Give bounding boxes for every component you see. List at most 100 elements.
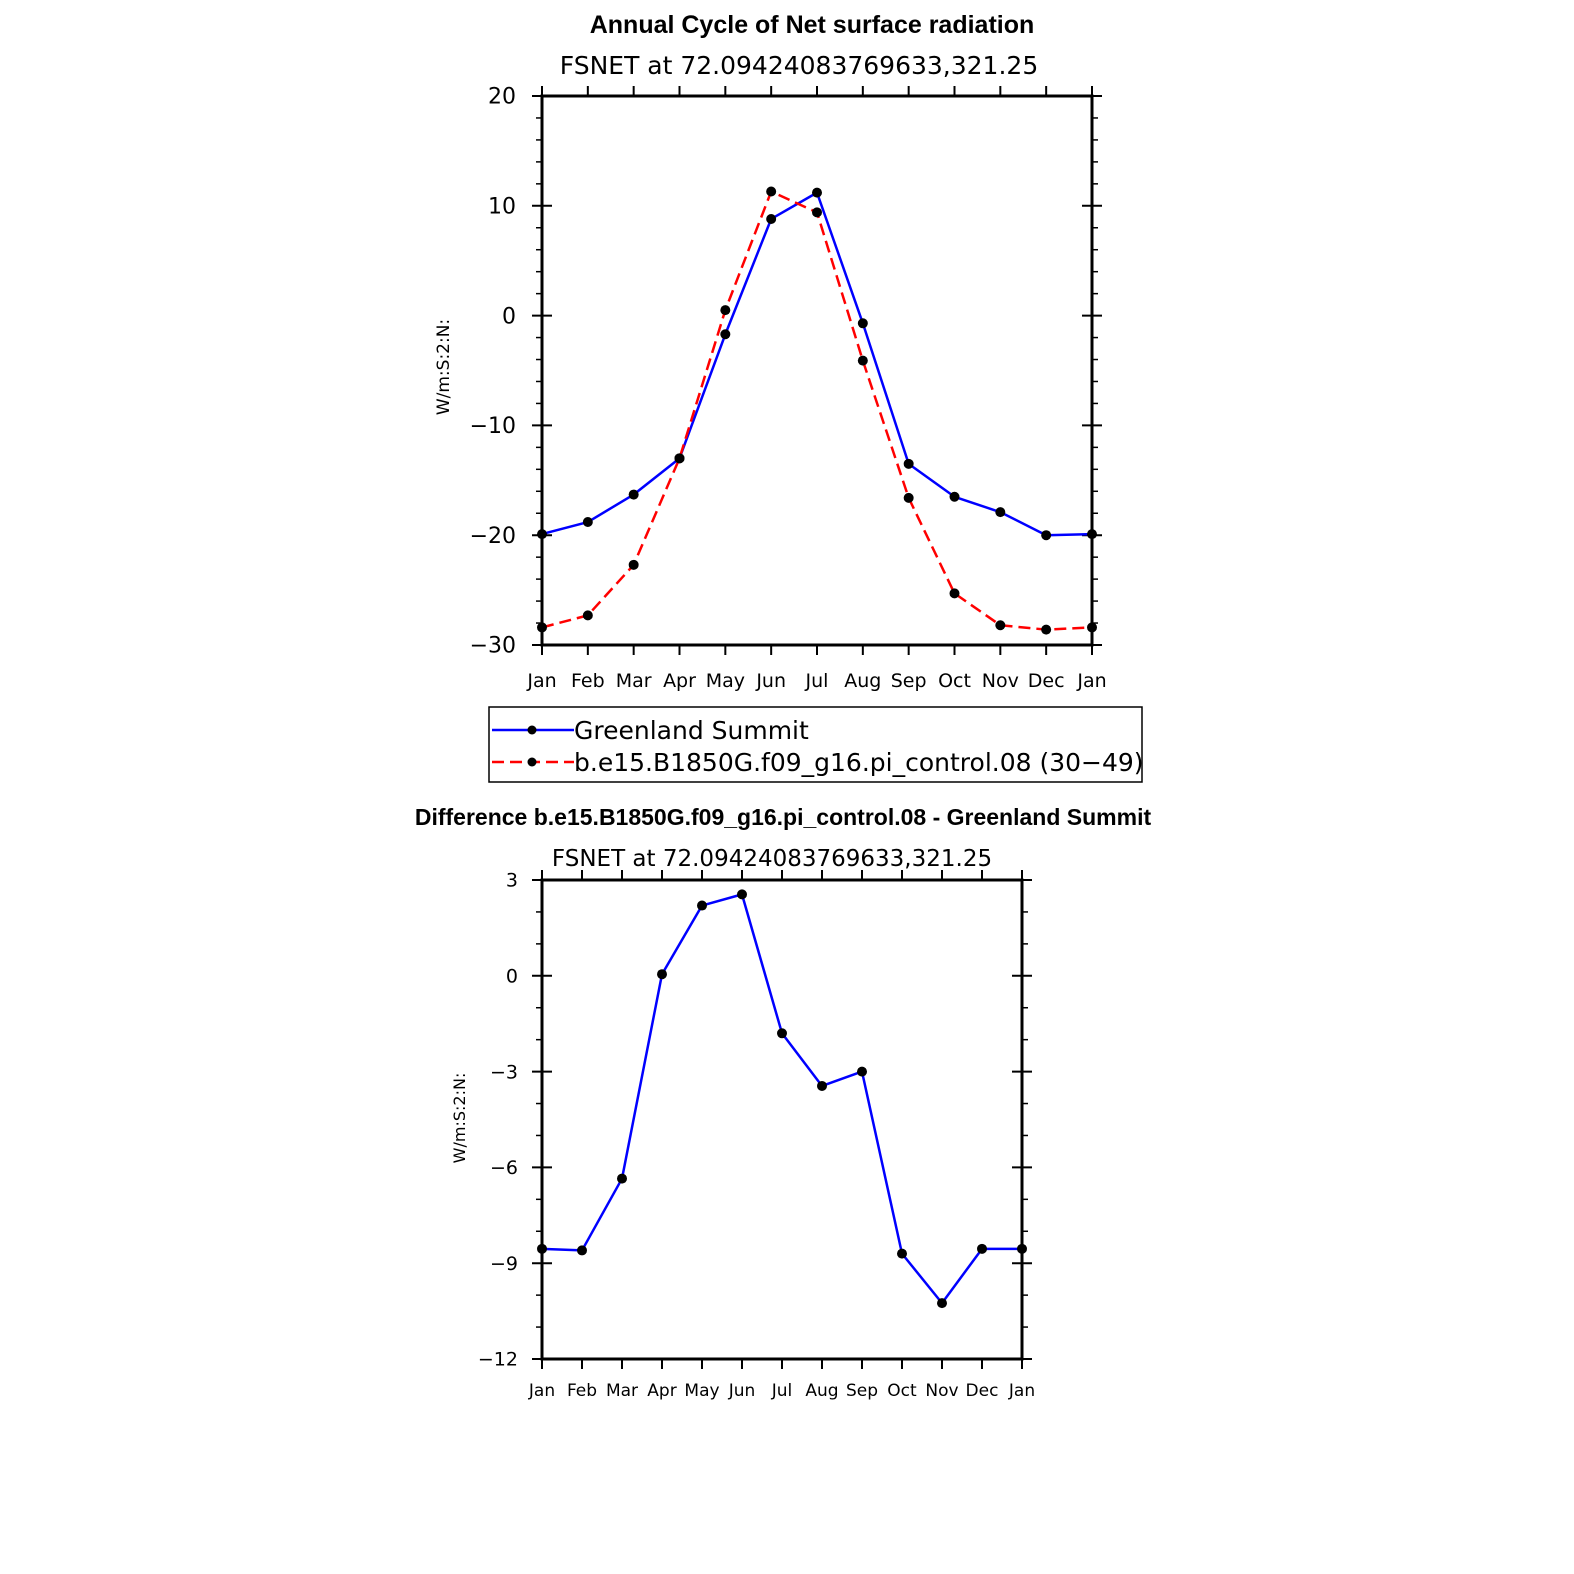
data-point bbox=[897, 1248, 907, 1259]
chart1-title: Annual Cycle of Net surface radiation bbox=[590, 11, 1035, 39]
chart1-subtitle: FSNET at 72.09424083769633,321.25 bbox=[560, 51, 1038, 80]
legend-box bbox=[488, 706, 1143, 783]
x-tick-label: Feb bbox=[571, 670, 605, 692]
y-tick-label: 20 bbox=[488, 85, 516, 110]
data-point bbox=[582, 517, 593, 528]
data-point bbox=[577, 1245, 587, 1256]
y-tick-label: 0 bbox=[502, 304, 516, 329]
x-tick-label: May bbox=[684, 1381, 719, 1401]
x-tick-label: Dec bbox=[1028, 670, 1065, 692]
x-tick-label: Apr bbox=[647, 1381, 676, 1401]
x-tick-label: Aug bbox=[844, 670, 881, 692]
data-point bbox=[1041, 624, 1052, 635]
data-point bbox=[766, 186, 777, 197]
chart2-title: Difference b.e15.B1850G.f09_g16.pi_contr… bbox=[415, 804, 1152, 830]
x-tick-label: Sep bbox=[891, 670, 927, 692]
x-tick-label: Mar bbox=[616, 670, 652, 692]
data-point bbox=[949, 588, 960, 599]
data-point bbox=[537, 622, 547, 633]
plot-frame bbox=[540, 94, 1094, 647]
x-tick-label: Jun bbox=[755, 670, 786, 692]
y-tick-label: −30 bbox=[470, 634, 516, 659]
series-line-0 bbox=[541, 191, 1093, 537]
data-point bbox=[857, 355, 868, 366]
y-tick-label: −20 bbox=[470, 524, 516, 549]
data-point bbox=[1041, 530, 1052, 541]
chart1-y-axis-label: W/m:S:2:N: bbox=[434, 319, 454, 415]
chart2-subtitle: FSNET at 72.09424083769633,321.25 bbox=[552, 846, 992, 872]
series-line-1 bbox=[541, 190, 1093, 631]
x-tick-label: Oct bbox=[938, 670, 971, 692]
chart1-axes bbox=[532, 86, 1102, 655]
data-point bbox=[949, 491, 960, 502]
x-tick-label: Jul bbox=[771, 1381, 793, 1401]
y-tick-label: −12 bbox=[478, 1349, 518, 1371]
legend-label-greenland-summit: Greenland Summit bbox=[574, 716, 809, 745]
data-point bbox=[995, 620, 1006, 631]
difference-chart: Difference b.e15.B1850G.f09_g16.pi_contr… bbox=[415, 804, 1152, 1401]
data-point bbox=[617, 1173, 627, 1184]
x-tick-label: Sep bbox=[846, 1381, 878, 1401]
data-point bbox=[857, 1066, 867, 1077]
y-tick-label: 10 bbox=[488, 195, 516, 220]
y-tick-label: 3 bbox=[506, 870, 518, 892]
series-line-0 bbox=[541, 893, 1022, 1305]
x-tick-label: Feb bbox=[567, 1381, 597, 1401]
y-tick-label: −10 bbox=[470, 414, 516, 439]
data-point bbox=[812, 187, 822, 198]
chart2-axes bbox=[532, 870, 1032, 1369]
data-point bbox=[777, 1028, 787, 1039]
data-point bbox=[817, 1080, 827, 1091]
x-tick-label: Mar bbox=[606, 1381, 638, 1401]
data-point bbox=[657, 969, 667, 980]
data-point bbox=[857, 318, 868, 329]
data-point bbox=[766, 213, 777, 224]
x-tick-label: Dec bbox=[966, 1381, 999, 1401]
x-tick-label: Jan bbox=[528, 1381, 555, 1401]
y-tick-label: −3 bbox=[490, 1061, 518, 1083]
data-point bbox=[812, 207, 822, 218]
y-tick-label: 0 bbox=[506, 965, 518, 987]
data-point bbox=[697, 900, 707, 911]
data-point bbox=[903, 492, 914, 503]
data-point bbox=[903, 458, 914, 469]
data-point bbox=[1087, 529, 1097, 540]
y-tick-label: −6 bbox=[490, 1157, 518, 1179]
x-tick-label: Oct bbox=[887, 1381, 917, 1401]
x-tick-label: Jul bbox=[805, 670, 829, 692]
x-tick-label: Nov bbox=[925, 1381, 958, 1401]
data-point bbox=[628, 489, 639, 500]
x-tick-label: Jun bbox=[728, 1381, 756, 1401]
data-point bbox=[720, 329, 731, 340]
data-point bbox=[628, 559, 639, 570]
y-tick-label: −9 bbox=[490, 1253, 518, 1275]
x-tick-label: Jan bbox=[1076, 670, 1106, 692]
legend-marker-greenland-summit bbox=[527, 725, 537, 735]
data-point bbox=[720, 305, 731, 316]
x-tick-label: Apr bbox=[663, 670, 696, 692]
data-point bbox=[1087, 622, 1097, 633]
data-point bbox=[537, 1243, 547, 1254]
annual-cycle-chart: Annual Cycle of Net surface radiation FS… bbox=[434, 11, 1107, 692]
data-point bbox=[977, 1243, 987, 1254]
chart2-series bbox=[537, 889, 1027, 1309]
chart1-y-tick-labels: 20 10 0 −10 −20 −30 bbox=[470, 85, 516, 659]
data-point bbox=[537, 529, 547, 540]
chart2-y-tick-labels: 3 0 −3 −6 −9 −12 bbox=[478, 870, 518, 1371]
chart1-x-tick-labels: Jan Feb Mar Apr May Jun Jul Aug Sep Oct Nov Dec Jan bbox=[526, 670, 1106, 692]
x-tick-label: Nov bbox=[982, 670, 1019, 692]
legend-marker-model bbox=[527, 757, 537, 767]
plot-frame bbox=[540, 878, 1024, 1361]
legend-label-model: b.e15.B1850G.f09_g16.pi_control.08 (30−4… bbox=[574, 748, 1144, 777]
chart1-series bbox=[537, 186, 1097, 635]
data-point bbox=[995, 507, 1006, 518]
x-tick-label: Jan bbox=[1008, 1381, 1035, 1401]
chart2-y-axis-label: W/m:S:2:N: bbox=[450, 1073, 469, 1164]
data-point bbox=[1017, 1243, 1027, 1254]
data-point bbox=[674, 453, 685, 464]
data-point bbox=[737, 889, 747, 900]
x-tick-label: Aug bbox=[805, 1381, 838, 1401]
x-tick-label: May bbox=[706, 670, 745, 692]
chart2-x-tick-labels: Jan Feb Mar Apr May Jun Jul Aug Sep Oct Nov Dec Jan bbox=[528, 1381, 1035, 1401]
